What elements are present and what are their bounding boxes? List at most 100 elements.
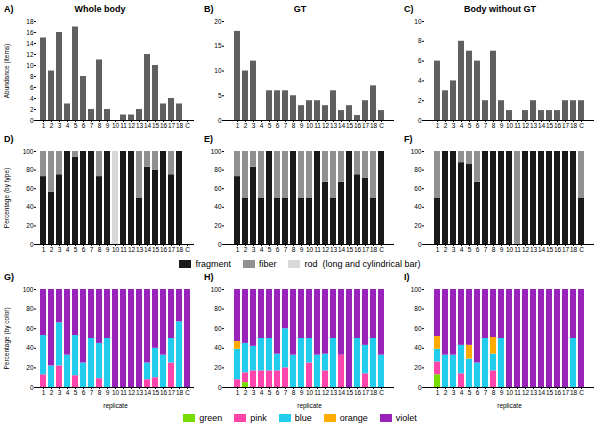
svg-text:7: 7 [90,389,94,396]
svg-text:5: 5 [468,389,472,396]
svg-text:10: 10 [112,246,120,253]
svg-text:18: 18 [176,246,184,253]
svg-text:16: 16 [26,29,34,36]
svg-text:17: 17 [168,389,176,396]
svg-text:11: 11 [120,389,127,396]
svg-text:8: 8 [98,122,102,129]
svg-text:6: 6 [476,122,480,129]
svg-text:13: 13 [530,246,538,253]
svg-text:4: 4 [460,246,464,253]
svg-text:6: 6 [476,246,480,253]
svg-text:5: 5 [74,389,78,396]
svg-text:16: 16 [160,246,168,253]
svg-text:17: 17 [362,389,370,396]
svg-text:16: 16 [554,246,562,253]
svg-text:11: 11 [314,246,321,253]
svg-text:11: 11 [120,122,127,129]
svg-text:15: 15 [152,122,160,129]
svg-text:7: 7 [90,246,94,253]
svg-text:13: 13 [330,389,338,396]
svg-text:7: 7 [484,122,488,129]
svg-text:0: 0 [418,384,422,391]
svg-text:9: 9 [500,389,504,396]
svg-text:60: 60 [26,325,34,332]
svg-text:13: 13 [530,389,538,396]
svg-text:11: 11 [514,389,521,396]
svg-text:C: C [379,122,384,129]
svg-text:20: 20 [414,222,422,229]
svg-text:8: 8 [292,246,296,253]
svg-text:4: 4 [460,389,464,396]
svg-text:10: 10 [112,389,120,396]
svg-text:11: 11 [120,246,127,253]
svg-text:12: 12 [322,122,330,129]
svg-text:40: 40 [214,344,222,351]
svg-text:5: 5 [218,92,222,99]
svg-text:10: 10 [506,246,514,253]
svg-text:60: 60 [414,325,422,332]
svg-text:C: C [579,122,584,129]
svg-text:80: 80 [214,305,222,312]
svg-text:16: 16 [160,389,168,396]
svg-text:17: 17 [562,122,570,129]
svg-text:12: 12 [322,246,330,253]
svg-text:8: 8 [30,73,34,80]
svg-text:60: 60 [214,325,222,332]
svg-text:16: 16 [554,389,562,396]
svg-text:3: 3 [58,122,62,129]
svg-text:4: 4 [260,122,264,129]
svg-text:8: 8 [492,122,496,129]
svg-text:0: 0 [30,384,34,391]
svg-text:4: 4 [418,77,422,84]
svg-text:8: 8 [418,37,422,44]
svg-text:10: 10 [306,389,314,396]
svg-text:4: 4 [460,122,464,129]
svg-text:100: 100 [411,148,422,155]
svg-text:7: 7 [484,389,488,396]
svg-text:2: 2 [50,246,54,253]
svg-text:Percentage (by color): Percentage (by color) [3,307,11,369]
svg-text:18: 18 [26,18,34,25]
svg-text:7: 7 [284,389,288,396]
svg-text:14: 14 [26,40,34,47]
svg-text:40: 40 [414,344,422,351]
svg-text:2: 2 [444,246,448,253]
svg-text:17: 17 [168,246,176,253]
svg-text:15: 15 [346,246,354,253]
svg-text:17: 17 [168,122,176,129]
svg-text:100: 100 [211,286,222,293]
svg-text:5: 5 [74,122,78,129]
svg-text:18: 18 [370,389,378,396]
svg-text:15: 15 [346,122,354,129]
svg-text:20: 20 [26,222,34,229]
svg-text:10: 10 [414,18,422,25]
svg-text:10: 10 [214,67,222,74]
svg-text:1: 1 [42,122,46,129]
svg-text:14: 14 [144,122,152,129]
svg-text:15: 15 [546,246,554,253]
svg-text:18: 18 [370,246,378,253]
svg-text:80: 80 [414,305,422,312]
svg-text:5: 5 [468,246,472,253]
svg-text:2: 2 [244,122,248,129]
svg-text:14: 14 [538,389,546,396]
svg-text:40: 40 [414,203,422,210]
svg-text:20: 20 [214,18,222,25]
svg-text:18: 18 [570,122,578,129]
svg-text:100: 100 [211,148,222,155]
svg-text:9: 9 [300,389,304,396]
svg-text:C: C [185,246,190,253]
svg-text:4: 4 [66,246,70,253]
svg-text:12: 12 [522,389,530,396]
svg-text:15: 15 [152,389,160,396]
svg-text:C: C [379,246,384,253]
svg-text:2: 2 [30,106,34,113]
svg-text:8: 8 [492,246,496,253]
svg-text:6: 6 [476,389,480,396]
svg-text:5: 5 [268,122,272,129]
svg-text:12: 12 [522,122,530,129]
svg-text:20: 20 [214,364,222,371]
svg-text:20: 20 [414,364,422,371]
svg-text:1: 1 [236,122,240,129]
svg-text:10: 10 [506,389,514,396]
